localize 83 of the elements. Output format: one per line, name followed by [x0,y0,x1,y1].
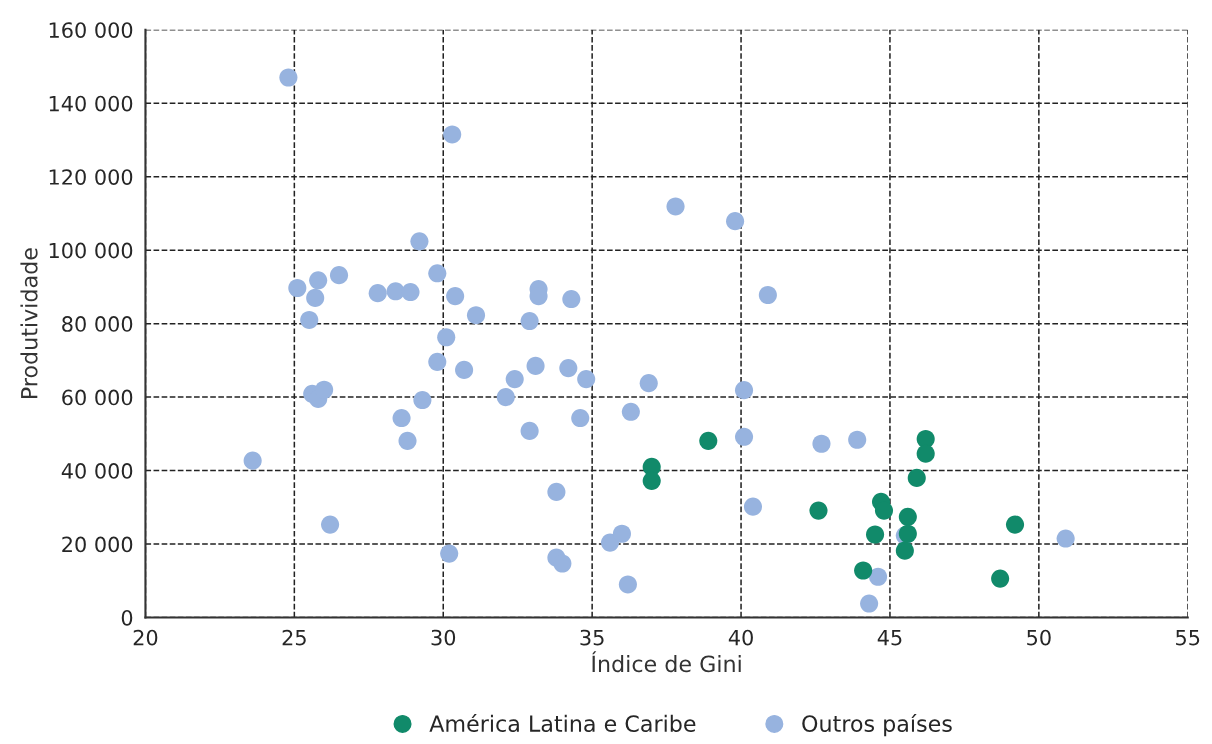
point [559,359,578,378]
point [440,544,459,563]
point [1005,515,1025,534]
point [866,525,885,544]
point [854,561,873,580]
point [398,431,417,450]
x-tick-label: 55 [1176,629,1200,646]
point [868,567,888,586]
y-tick-label: 160 000 [49,22,133,38]
x-tick-label: 25 [282,629,306,646]
point [520,312,539,331]
y-axis-title: Produtividade [20,248,38,399]
point [526,356,545,375]
point [621,402,640,421]
y-tick-label: 140 000 [49,95,133,112]
y-tick-label: 20 000 [62,536,133,553]
point [743,497,763,516]
x-tick-label: 45 [877,629,902,646]
point [446,287,465,306]
point [726,212,745,231]
point [734,381,754,400]
point [455,360,474,379]
y-tick-label: 80 000 [62,316,133,332]
point [496,388,515,407]
x-tick-label: 30 [431,629,456,646]
point [547,482,566,501]
point [466,306,486,325]
point [562,289,581,309]
y-tick-label: 40 000 [61,463,133,479]
point [437,328,456,347]
point [642,471,661,490]
point [639,374,658,393]
point [758,285,777,305]
point [300,310,319,330]
point [571,408,590,428]
y-tick-label: 120 000 [49,169,133,185]
legend-label: América Latina e Caribe [429,713,696,733]
y-tick-label: 100 000 [49,242,133,259]
point [321,515,340,534]
point [699,431,718,450]
point [553,554,572,573]
point [368,284,387,303]
point [279,68,298,87]
point [309,271,328,290]
point [288,278,307,298]
point [401,282,420,302]
x-tick-label: 50 [1027,629,1051,646]
point [428,352,447,371]
point [812,434,831,453]
point [413,390,432,410]
point [386,282,405,301]
point [306,288,325,307]
point [618,575,637,594]
point [329,266,349,285]
x-tick-label: 35 [580,629,604,646]
point [991,569,1010,588]
point [612,524,631,543]
x-tick-label: 20 [133,629,158,646]
point [860,594,879,613]
point [505,370,524,389]
point [520,421,539,440]
point [874,501,894,520]
point [916,444,935,463]
point [666,197,685,216]
point [1056,529,1075,548]
point [907,468,926,487]
point [848,430,867,449]
point [315,380,334,399]
point [809,501,828,520]
point [443,125,462,144]
legend-label: Outros países [802,713,952,737]
point [734,427,754,446]
point [898,507,917,526]
y-tick-label: 60 000 [62,389,133,406]
y-tick-label: 0 [121,609,133,626]
point [577,370,596,389]
point [410,232,429,251]
x-axis-title: Índice de Gini [592,651,741,673]
point [895,541,914,560]
x-tick-label: 40 [728,629,753,646]
point [392,408,411,428]
point [243,451,262,470]
point [428,264,447,283]
